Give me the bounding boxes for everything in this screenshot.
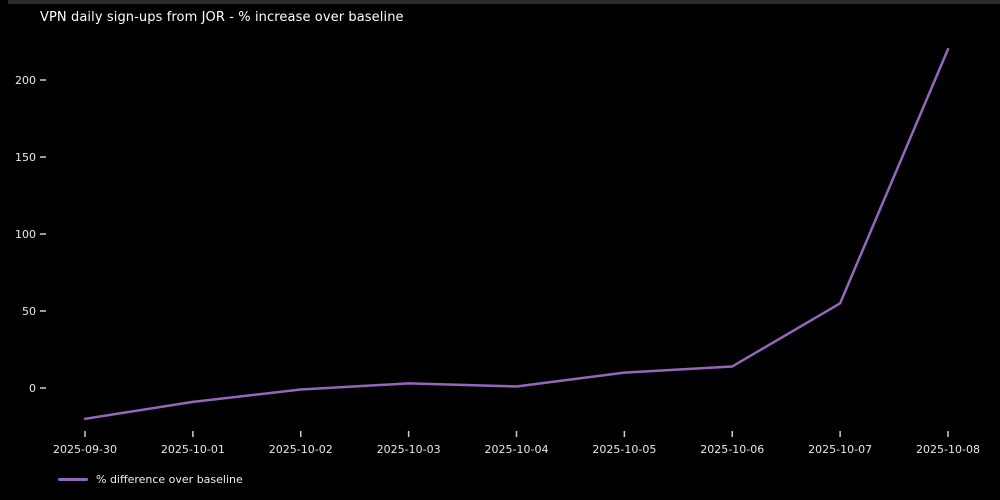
- y-tick-label: 200: [15, 74, 36, 87]
- x-tick-label: 2025-10-01: [161, 443, 225, 456]
- x-tick-label: 2025-10-06: [700, 443, 764, 456]
- y-tick-label: 50: [22, 305, 36, 318]
- screenshot-top-edge: [8, 0, 1000, 4]
- x-tick-label: 2025-10-07: [808, 443, 872, 456]
- x-tick-label: 2025-10-04: [485, 443, 549, 456]
- y-tick-label: 150: [15, 151, 36, 164]
- y-tick-label: 0: [29, 382, 36, 395]
- y-tick-label: 100: [15, 228, 36, 241]
- legend-label: % difference over baseline: [96, 473, 243, 486]
- series-line: [83, 47, 950, 421]
- legend-line-swatch: [58, 478, 88, 481]
- x-tick-label: 2025-10-05: [592, 443, 656, 456]
- x-tick-label: 2025-10-02: [269, 443, 333, 456]
- x-tick-label: 2025-09-30: [53, 443, 117, 456]
- x-tick-label: 2025-10-03: [377, 443, 441, 456]
- chart-legend: % difference over baseline: [58, 473, 243, 486]
- chart-title: VPN daily sign-ups from JOR - % increase…: [40, 10, 404, 25]
- x-tick-label: 2025-10-08: [916, 443, 980, 456]
